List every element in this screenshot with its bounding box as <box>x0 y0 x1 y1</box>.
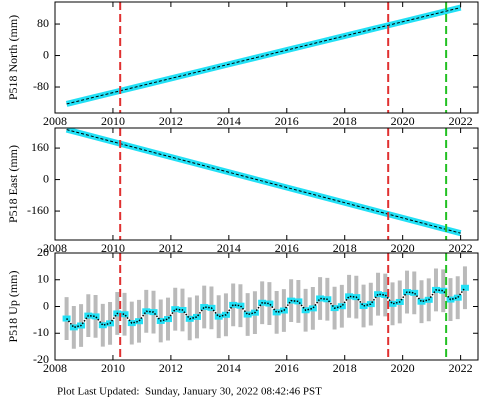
y-tick-label: -10 <box>33 325 49 339</box>
point <box>163 316 172 323</box>
x-tick-label: 2022 <box>449 361 473 375</box>
point <box>265 300 274 307</box>
point <box>91 313 100 320</box>
point <box>359 302 368 309</box>
x-tick-label: 2018 <box>333 241 357 255</box>
y-axis-label: P518 North (mm) <box>6 15 20 100</box>
point <box>337 303 346 310</box>
point <box>135 318 144 325</box>
y-tick-label: -80 <box>33 79 49 93</box>
point <box>171 306 180 313</box>
x-tick-label: 2014 <box>217 361 241 375</box>
point <box>243 311 252 318</box>
point <box>200 304 209 311</box>
y-tick-label: 20 <box>37 245 49 259</box>
y-tick-label: 0 <box>43 298 49 312</box>
x-tick-label: 2008 <box>43 361 67 375</box>
x-tick-label: 2010 <box>101 114 125 128</box>
point <box>453 294 462 301</box>
y-tick-label: 80 <box>37 16 49 30</box>
x-tick-label: 2008 <box>43 114 67 128</box>
x-tick-label: 2020 <box>391 241 415 255</box>
footer-label: Plot Last Updated: <box>57 386 140 398</box>
y-tick-label: 0 <box>43 171 49 185</box>
x-tick-label: 2016 <box>275 114 299 128</box>
x-tick-label: 2012 <box>159 241 183 255</box>
point <box>272 309 281 316</box>
x-tick-label: 2014 <box>217 114 241 128</box>
x-tick-label: 2008 <box>43 241 67 255</box>
point <box>192 313 201 320</box>
point <box>214 313 223 320</box>
plot-area <box>62 253 469 360</box>
x-tick-label: 2018 <box>333 114 357 128</box>
x-tick-label: 2010 <box>101 241 125 255</box>
point <box>388 300 397 307</box>
series-line <box>66 7 461 105</box>
x-tick-label: 2010 <box>101 361 125 375</box>
y-tick-label: 160 <box>31 140 49 154</box>
y-tick-label: 10 <box>37 272 49 286</box>
plot-frame <box>54 127 479 241</box>
x-tick-label: 2018 <box>333 361 357 375</box>
point <box>374 291 383 298</box>
point <box>294 298 303 305</box>
plot-area <box>65 128 462 240</box>
point <box>69 324 78 331</box>
plot-frame <box>54 1 479 114</box>
point <box>345 293 354 300</box>
y-tick-label: 0 <box>43 47 49 61</box>
x-tick-label: 2012 <box>159 114 183 128</box>
y-tick-label: -20 <box>33 352 49 366</box>
x-tick-label: 2022 <box>449 114 473 128</box>
x-tick-label: 2012 <box>159 361 183 375</box>
footer-value: Sunday, January 30, 2022 08:42:46 PST <box>145 386 322 398</box>
plot-frame <box>54 252 479 361</box>
x-tick-label: 2014 <box>217 241 241 255</box>
point <box>381 291 390 298</box>
x-tick-label: 2020 <box>391 361 415 375</box>
point <box>236 302 245 309</box>
x-tick-label: 2020 <box>391 114 415 128</box>
point <box>120 311 129 318</box>
x-tick-label: 2022 <box>449 241 473 255</box>
point <box>98 322 107 329</box>
x-tick-label: 2016 <box>275 241 299 255</box>
y-axis-label: P518 Up (mm) <box>6 270 20 342</box>
y-tick-label: -160 <box>27 203 49 217</box>
point <box>417 298 426 305</box>
x-tick-label: 2016 <box>275 361 299 375</box>
point <box>410 289 419 296</box>
point <box>316 295 325 302</box>
point <box>308 305 317 312</box>
plot-area <box>65 2 462 113</box>
y-axis-label: P518 East (mm) <box>6 145 20 223</box>
series-line <box>66 129 461 234</box>
point <box>439 287 448 294</box>
